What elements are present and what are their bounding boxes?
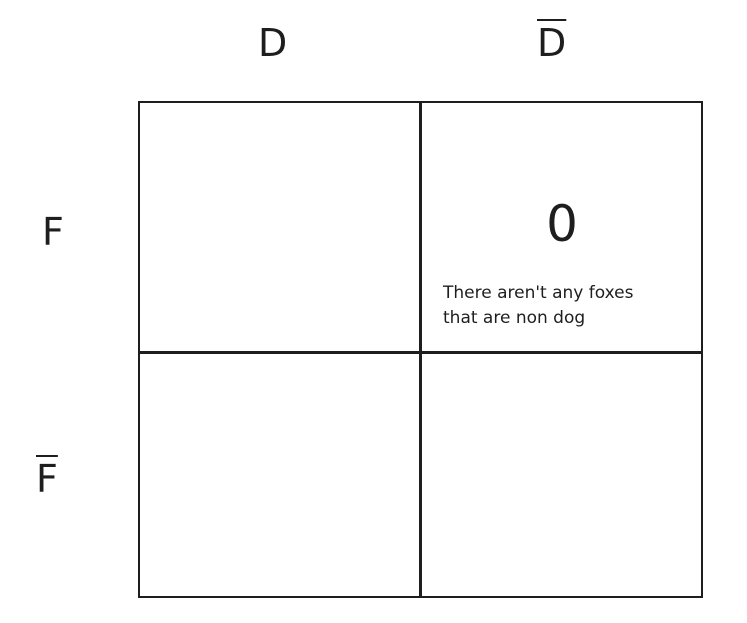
cell-f-d [140,103,419,351]
cell-not-f-not-d [422,354,701,597]
row-header-not-f: F [36,457,58,501]
column-header-d: D [258,21,288,65]
cell-count: 0 [546,195,578,253]
cell-note-line-2: that are non dog [443,308,586,328]
grid-horizontal-divider [140,351,701,354]
cell-f-not-d: 0 There aren't any foxes that are non do… [423,103,701,349]
cell-note: There aren't any foxes that are non dog [443,281,698,331]
cell-not-f-d [140,354,419,597]
row-header-f: F [42,210,64,254]
venn-table-grid: 0 There aren't any foxes that are non do… [138,101,703,598]
cell-note-line-1: There aren't any foxes [443,283,634,303]
grid-vertical-divider [419,103,422,596]
column-header-not-d: D [537,21,567,65]
